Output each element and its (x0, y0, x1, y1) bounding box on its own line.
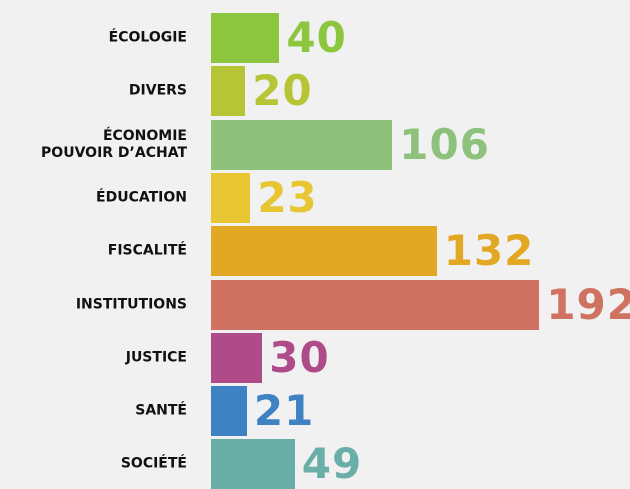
bar (211, 439, 295, 489)
category-label: ÉCOLOGIE (108, 29, 187, 46)
value-label: 23 (257, 172, 318, 222)
bar (211, 66, 246, 117)
bar (211, 13, 280, 63)
bar (211, 172, 251, 223)
bar (211, 332, 263, 383)
bar (211, 279, 540, 330)
category-label: FISCALITÉ (107, 242, 187, 259)
category-label: DIVERS (128, 82, 187, 99)
value-label: 20 (252, 66, 313, 116)
bar (211, 119, 393, 170)
value-label: 132 (443, 226, 535, 276)
value-label: 192 (546, 279, 630, 329)
category-label: ÉDUCATION (96, 189, 187, 206)
value-label: 30 (269, 332, 330, 382)
value-label: 40 (286, 13, 347, 62)
category-label: JUSTICE (125, 349, 187, 366)
value-label: 49 (301, 439, 363, 489)
category-label: ÉCONOMIE POUVOIR D’ACHAT (41, 127, 187, 161)
value-label: 21 (253, 386, 315, 436)
category-label: SANTÉ (135, 402, 187, 419)
bar (211, 226, 437, 277)
category-label: SOCIÉTÉ (120, 455, 187, 472)
category-label: INSTITUTIONS (75, 296, 187, 312)
value-label: 106 (399, 119, 490, 169)
bar (211, 386, 247, 437)
